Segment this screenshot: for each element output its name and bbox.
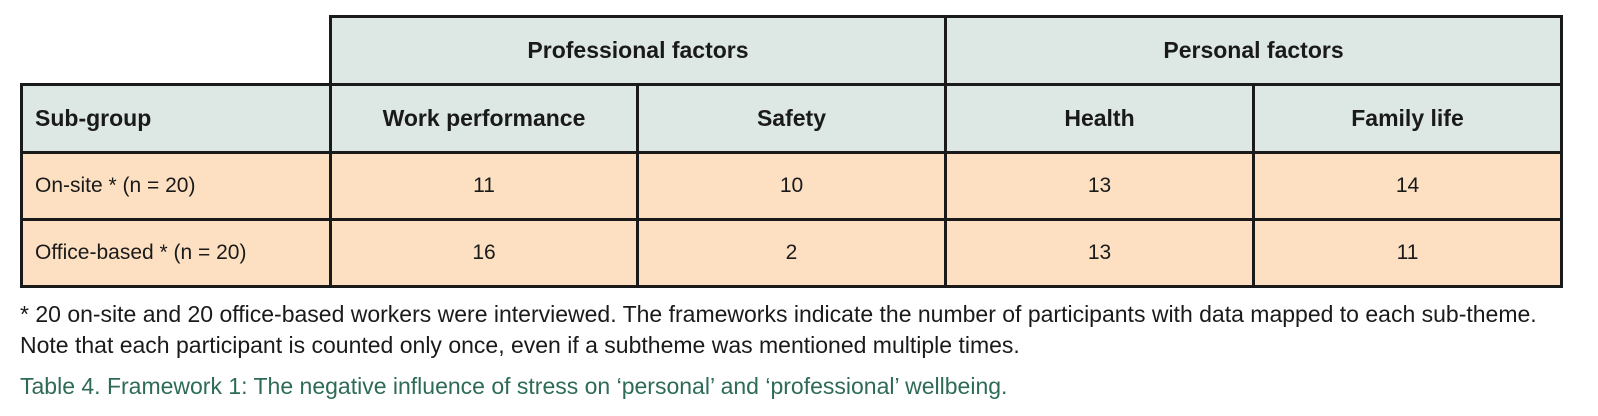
cell-office-based-family-life: 11 — [1252, 218, 1563, 288]
column-header-work-performance: Work performance — [329, 83, 639, 154]
row-label-office-based: Office-based * (n = 20) — [20, 218, 332, 288]
table-row: Office-based * (n = 20) 16 2 13 11 — [20, 218, 1563, 288]
table-caption: Table 4. Framework 1: The negative influ… — [20, 373, 1008, 399]
group-header-personal: Personal factors — [944, 15, 1563, 86]
cell-office-based-work-performance: 16 — [329, 218, 639, 288]
table-footnote: * 20 on-site and 20 office-based workers… — [20, 301, 1537, 358]
cell-office-based-safety: 2 — [636, 218, 947, 288]
column-header-safety: Safety — [636, 83, 947, 154]
corner-cell — [21, 16, 332, 86]
column-header-row: Sub-group Work performance Safety Health… — [20, 83, 1563, 154]
group-header-row: Professional factors Personal factors — [21, 15, 1563, 86]
cell-on-site-health: 13 — [944, 151, 1255, 221]
table-row: On-site * (n = 20) 11 10 13 14 — [20, 151, 1563, 221]
column-header-family-life: Family life — [1252, 83, 1563, 154]
framework-table: Professional factors Personal factors Su… — [20, 15, 1563, 288]
group-header-professional: Professional factors — [329, 15, 947, 86]
cell-on-site-work-performance: 11 — [329, 151, 639, 221]
column-header-health: Health — [944, 83, 1255, 154]
cell-on-site-family-life: 14 — [1252, 151, 1563, 221]
row-label-on-site: On-site * (n = 20) — [20, 151, 332, 221]
cell-office-based-health: 13 — [944, 218, 1255, 288]
column-header-sub-group: Sub-group — [20, 83, 332, 154]
cell-on-site-safety: 10 — [636, 151, 947, 221]
